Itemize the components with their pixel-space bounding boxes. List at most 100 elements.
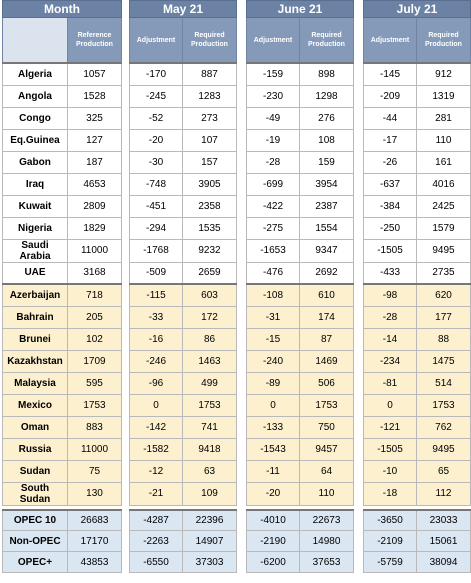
subheader: Required Production: [416, 17, 471, 64]
value-cell: -115: [129, 283, 183, 307]
column-gap: [353, 509, 364, 531]
value-cell: -121: [363, 415, 417, 439]
data-row: South Sudan 130 -21 109 -20 110 -18 112: [2, 481, 471, 506]
value-cell: 1283: [182, 84, 237, 108]
value-cell: 1463: [182, 349, 237, 373]
data-row: UAE 3168 -509 2659 -476 2692 -433 2735: [2, 261, 471, 285]
value-cell: 22673: [299, 508, 354, 531]
column-gap: [236, 284, 247, 306]
data-row: Gabon 187 -30 157 -28 159 -26 161: [2, 150, 471, 174]
value-cell: 2387: [299, 194, 354, 218]
column-gap: [121, 239, 130, 262]
country-name: OPEC 10: [2, 508, 68, 531]
value-cell: -19: [246, 128, 300, 152]
value-cell: 37303: [182, 551, 237, 573]
column-gap: [121, 328, 130, 350]
value-cell: 620: [416, 283, 471, 307]
value-cell: 603: [182, 283, 237, 307]
value-cell: 276: [299, 106, 354, 130]
value-cell: -15: [246, 327, 300, 351]
country-name: Saudi Arabia: [2, 238, 68, 263]
value-cell: 43853: [67, 551, 122, 573]
country-name: Mexico: [2, 393, 68, 417]
value-cell: 112: [416, 481, 471, 506]
country-name: Non-OPEC: [2, 530, 68, 552]
value-cell: -476: [246, 261, 300, 285]
country-name: Malaysia: [2, 371, 68, 395]
column-gap: [236, 151, 247, 173]
value-cell: -1543: [246, 437, 300, 461]
column-gap: [236, 394, 247, 416]
value-cell: -1505: [363, 437, 417, 461]
column-gap: [121, 416, 130, 438]
value-cell: -20: [246, 481, 300, 506]
value-cell: 0: [363, 393, 417, 417]
value-cell: -18: [363, 481, 417, 506]
value-cell: 1753: [299, 393, 354, 417]
value-cell: -33: [129, 305, 183, 329]
column-gap: [236, 85, 247, 107]
data-row: Malaysia 595 -96 499 -89 506 -81 514: [2, 371, 471, 395]
column-gap: [121, 17, 130, 63]
data-row: Angola 1528 -245 1283 -230 1298 -209 1319: [2, 84, 471, 108]
value-cell: 2425: [416, 194, 471, 218]
value-cell: 1319: [416, 84, 471, 108]
column-gap: [353, 284, 364, 306]
column-gap: [121, 217, 130, 239]
value-cell: 750: [299, 415, 354, 439]
column-gap: [236, 350, 247, 372]
value-cell: 281: [416, 106, 471, 130]
value-cell: -250: [363, 216, 417, 240]
column-gap: [353, 350, 364, 372]
column-gap: [353, 482, 364, 505]
period-header: May 21: [129, 0, 237, 18]
header-row: Month May 21 June 21 July 21: [2, 0, 471, 18]
column-gap: [353, 151, 364, 173]
value-cell: -240: [246, 349, 300, 373]
value-cell: -52: [129, 106, 183, 130]
data-row: Brunei 102 -16 86 -15 87 -14 88: [2, 327, 471, 351]
value-cell: -748: [129, 172, 183, 196]
country-name: Kazakhstan: [2, 349, 68, 373]
data-row: Nigeria 1829 -294 1535 -275 1554 -250 1579: [2, 216, 471, 240]
subheader-row: Reference Production Adjustment Required P…: [2, 17, 471, 64]
value-cell: -98: [363, 283, 417, 307]
value-cell: 1057: [67, 62, 122, 86]
value-cell: 9495: [416, 238, 471, 263]
period-header: June 21: [246, 0, 354, 18]
data-row: Bahrain 205 -33 172 -31 174 -28 177: [2, 305, 471, 329]
value-cell: 14980: [299, 530, 354, 552]
data-row: Mexico 1753 0 1753 0 1753 0 1753: [2, 393, 471, 417]
value-cell: -384: [363, 194, 417, 218]
value-cell: 2659: [182, 261, 237, 285]
column-gap: [121, 551, 130, 573]
column-gap: [353, 17, 364, 63]
value-cell: -294: [129, 216, 183, 240]
column-gap: [121, 438, 130, 460]
value-cell: -3650: [363, 508, 417, 531]
column-gap: [353, 328, 364, 350]
value-cell: 514: [416, 371, 471, 395]
column-gap: [121, 173, 130, 195]
column-gap: [236, 195, 247, 217]
country-name: UAE: [2, 261, 68, 285]
country-name: Gabon: [2, 150, 68, 174]
column-gap: [121, 509, 130, 531]
value-cell: 9232: [182, 238, 237, 263]
value-cell: -31: [246, 305, 300, 329]
value-cell: 161: [416, 150, 471, 174]
value-cell: 1535: [182, 216, 237, 240]
value-cell: -21: [129, 481, 183, 506]
value-cell: -509: [129, 261, 183, 285]
country-name: Angola: [2, 84, 68, 108]
value-cell: -2109: [363, 530, 417, 552]
blank-subheader: [2, 17, 68, 64]
value-cell: 86: [182, 327, 237, 351]
value-cell: 3168: [67, 261, 122, 285]
country-name: OPEC+: [2, 551, 68, 573]
data-row: Iraq 4653 -748 3905 -699 3954 -637 4016: [2, 172, 471, 196]
value-cell: 110: [416, 128, 471, 152]
value-cell: 17170: [67, 530, 122, 552]
value-cell: 87: [299, 327, 354, 351]
value-cell: 1579: [416, 216, 471, 240]
